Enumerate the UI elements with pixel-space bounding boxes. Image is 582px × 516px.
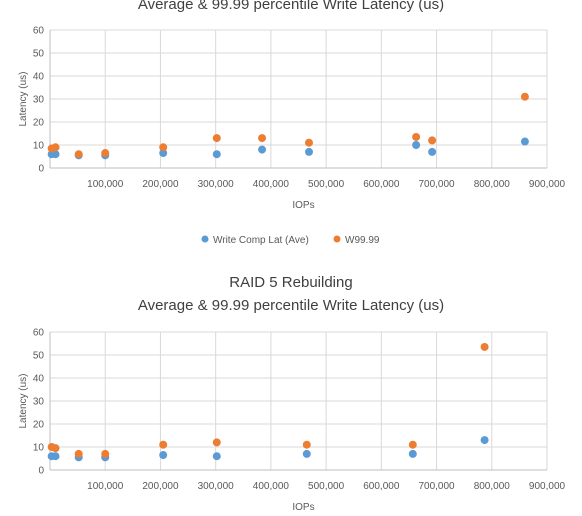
chart1-y-tick-label: 0 <box>38 164 44 175</box>
chart1-x-axis-label: IOPs <box>292 200 314 211</box>
chart1-legend-marker-1 <box>201 235 209 243</box>
chart1-series2-point <box>520 92 529 101</box>
chart1-y-tick-label: 10 <box>33 141 45 152</box>
chart2-x-tick-label: 500,000 <box>308 481 345 492</box>
chart2-x-tick-label: 700,000 <box>418 481 455 492</box>
chart1-y-tick-label: 20 <box>33 118 45 129</box>
chart1-series2-point <box>101 149 110 158</box>
chart2-y-tick-label: 60 <box>33 328 45 339</box>
chart2-series1-point <box>51 452 60 461</box>
chart2-series2-point <box>159 440 168 449</box>
chart2-series2-point <box>480 342 489 351</box>
chart1-series2-point <box>428 136 437 145</box>
chart1-series1-point <box>428 147 437 156</box>
chart2-series1-point <box>480 436 489 445</box>
chart2-x-axis-label: IOPs <box>292 502 314 513</box>
chart2-y-tick-label: 10 <box>33 443 45 454</box>
chart1-series2-point <box>74 150 83 159</box>
chart1-x-tick-label: 200,000 <box>142 179 179 190</box>
chart2-series2-point <box>51 444 60 453</box>
chart2-y-tick-label: 20 <box>33 420 45 431</box>
chart2-series2-point <box>302 440 311 449</box>
chart2-series2-point <box>74 449 83 458</box>
chart1-legend-label-2: W99.99 <box>345 235 380 246</box>
chart1-series1-point <box>412 141 421 149</box>
chart1-series1-point <box>159 149 168 158</box>
chart2-series1-point <box>159 451 168 460</box>
chart1-x-tick-label: 300,000 <box>198 179 235 190</box>
chart2-series2-point <box>101 449 110 458</box>
chart2-x-tick-label: 600,000 <box>363 481 400 492</box>
chart1-series2-point <box>51 143 60 152</box>
chart2-series1-point <box>302 449 311 458</box>
chart2-x-tick-label: 200,000 <box>142 481 179 492</box>
chart2-series2-point <box>408 440 417 449</box>
chart1-legend-marker-2 <box>333 235 341 243</box>
chart1-x-tick-label: 900,000 <box>529 179 566 190</box>
chart2-series1-point <box>212 452 221 461</box>
chart1-series1-point <box>304 147 313 156</box>
chart2-x-tick-label: 400,000 <box>253 481 290 492</box>
chart2-title: RAID 5 Rebuilding <box>229 274 352 291</box>
chart1-x-tick-label: 400,000 <box>253 179 290 190</box>
chart2-subtitle: Average & 99.99 percentile Write Latency… <box>138 297 444 314</box>
chart2-y-tick-label: 30 <box>33 397 45 408</box>
chart1-series2-point <box>159 143 168 152</box>
chart1-x-tick-label: 800,000 <box>474 179 511 190</box>
chart2-series2-point <box>212 438 221 447</box>
chart1-x-tick-label: 700,000 <box>418 179 455 190</box>
chart1-series1-point <box>258 145 267 154</box>
chart1-series2-point <box>258 134 267 143</box>
chart1-x-tick-label: 100,000 <box>87 179 124 190</box>
chart2-y-tick-label: 50 <box>33 351 45 362</box>
chart1-series2-point <box>412 132 421 141</box>
chart1-series2-point <box>212 134 221 143</box>
chart2-x-tick-label: 100,000 <box>87 481 124 492</box>
chart1-y-tick-label: 30 <box>33 95 45 106</box>
chart1-title: Average & 99.99 percentile Write Latency… <box>138 0 444 13</box>
chart1-y-axis-label: Latency (us) <box>18 71 29 126</box>
chart2-y-axis-label: Latency (us) <box>18 373 29 428</box>
chart2-y-tick-label: 40 <box>33 374 45 385</box>
chart1-x-tick-label: 500,000 <box>308 179 345 190</box>
chart1-y-tick-label: 50 <box>33 49 45 60</box>
chart2-x-tick-label: 800,000 <box>474 481 511 492</box>
chart2-x-tick-label: 900,000 <box>529 481 566 492</box>
chart1-y-tick-label: 40 <box>33 72 45 83</box>
chart2-series1-point <box>408 449 417 458</box>
chart1-legend-label-1: Write Comp Lat (Ave) <box>213 235 309 246</box>
chart2-y-tick-label: 0 <box>38 466 44 477</box>
chart1-series1-point <box>212 150 221 159</box>
chart1-series2-point <box>304 138 313 147</box>
chart1-x-tick-label: 600,000 <box>363 179 400 190</box>
chart1-series1-point <box>520 137 529 146</box>
chart2-x-tick-label: 300,000 <box>198 481 235 492</box>
chart1-series1-point <box>51 150 60 159</box>
chart1-y-tick-label: 60 <box>33 26 45 37</box>
